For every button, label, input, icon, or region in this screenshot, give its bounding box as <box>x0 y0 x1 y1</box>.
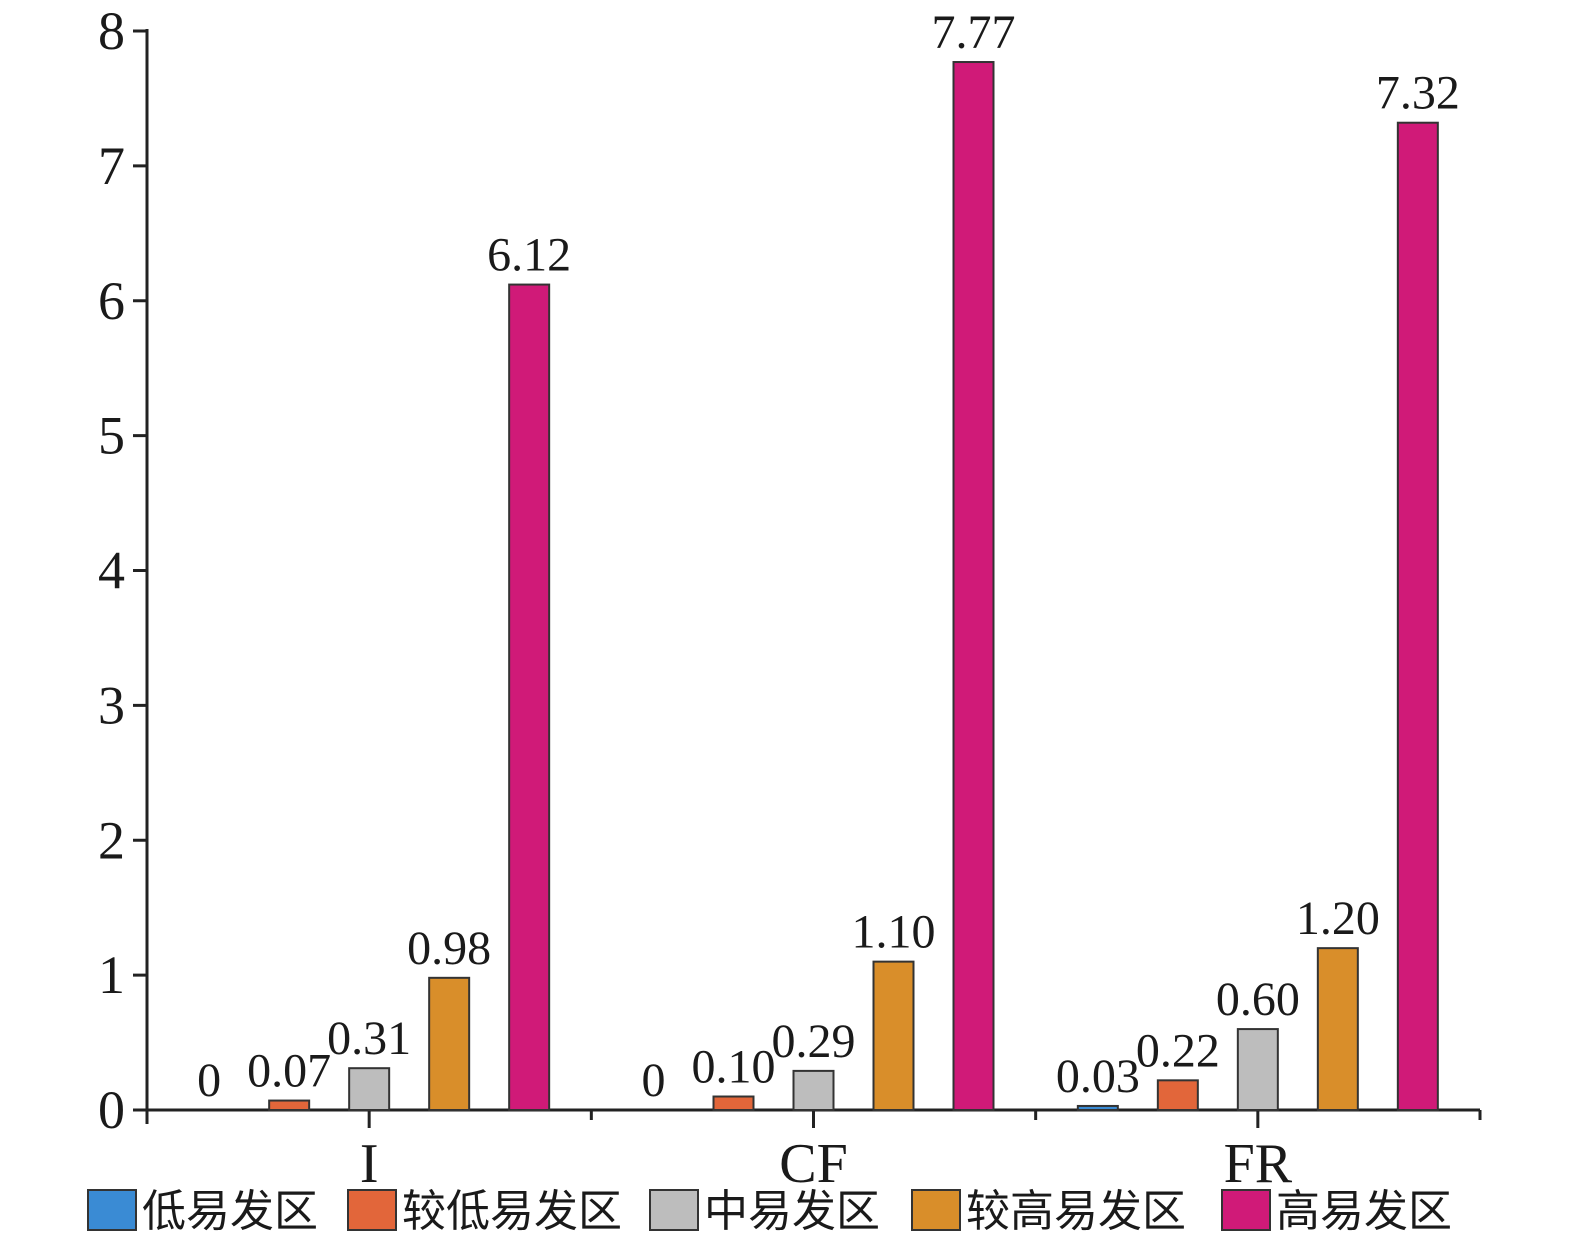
y-tick-label: 8 <box>98 1 125 61</box>
data-label: 6.12 <box>487 229 571 282</box>
bar <box>1316 947 1359 1112</box>
legend-swatch <box>87 1189 137 1231</box>
legend-swatch <box>1221 1189 1271 1231</box>
data-label: 0.31 <box>327 1012 411 1065</box>
bar <box>712 1095 755 1111</box>
legend-label: 低易发区 <box>142 1186 318 1237</box>
data-label: 0.07 <box>247 1045 331 1098</box>
y-tick-label: 2 <box>98 810 125 870</box>
data-label: 0 <box>197 1054 221 1107</box>
bar <box>268 1099 311 1111</box>
y-axis: 0 1 2 3 4 5 6 7 8 <box>98 1 149 1140</box>
legend-item: 较低易发区 <box>347 1186 622 1237</box>
x-tick-label: CF <box>779 1133 848 1195</box>
data-labels: 0 0.070.310.986.120 0.100.291.107.770.030.… <box>197 6 1460 1107</box>
bar <box>952 61 995 1112</box>
legend-swatch <box>911 1189 961 1231</box>
bar <box>792 1069 835 1111</box>
x-axis: I CF FR <box>145 1108 1482 1195</box>
bar <box>1076 1104 1119 1111</box>
legend-item: 高易发区 <box>1221 1186 1452 1237</box>
legend-label: 中易发区 <box>704 1186 880 1237</box>
legend-label: 高易发区 <box>1276 1186 1452 1237</box>
legend: 低易发区 较低易发区 中易发区 较高易发区 高易发区 <box>87 1186 1452 1237</box>
bar <box>428 976 471 1112</box>
data-label: 7.77 <box>932 6 1016 59</box>
data-label: 7.32 <box>1376 67 1460 120</box>
x-tick-label: FR <box>1224 1133 1293 1195</box>
data-label: 0.29 <box>772 1015 856 1068</box>
data-label: 1.20 <box>1296 892 1380 945</box>
bar <box>508 283 551 1111</box>
y-tick-label: 5 <box>98 406 125 466</box>
data-label: 0.98 <box>407 922 491 975</box>
y-tick-label: 7 <box>98 136 125 196</box>
bar <box>1396 121 1439 1111</box>
data-label: 0 <box>642 1054 666 1107</box>
bar <box>348 1067 391 1111</box>
y-tick-label: 4 <box>98 541 125 601</box>
legend-item: 中易发区 <box>649 1186 880 1237</box>
bars <box>268 61 1439 1112</box>
data-label: 0.22 <box>1136 1024 1220 1077</box>
legend-label: 较高易发区 <box>966 1186 1186 1237</box>
data-label: 0.10 <box>692 1041 776 1094</box>
x-tick-label: I <box>360 1133 379 1195</box>
y-tick-label: 1 <box>98 945 125 1005</box>
legend-item: 低易发区 <box>87 1186 318 1237</box>
legend-swatch <box>347 1189 397 1231</box>
bar <box>1236 1028 1279 1111</box>
bar <box>872 960 915 1112</box>
legend-label: 较低易发区 <box>402 1186 622 1237</box>
bar <box>1156 1079 1199 1112</box>
legend-item: 较高易发区 <box>911 1186 1186 1237</box>
legend-swatch <box>649 1189 699 1231</box>
y-tick-label: 3 <box>98 675 125 735</box>
data-label: 0.60 <box>1216 973 1300 1026</box>
y-tick-label: 0 <box>98 1080 125 1140</box>
data-label: 0.03 <box>1056 1050 1140 1103</box>
y-tick-label: 6 <box>98 271 125 331</box>
data-label: 1.10 <box>852 906 936 959</box>
